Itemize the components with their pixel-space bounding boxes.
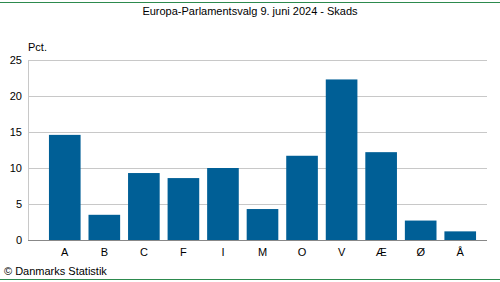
- x-axis-line: [28, 240, 487, 241]
- y-axis-line: [28, 61, 29, 241]
- y-tick: 25: [10, 54, 28, 66]
- y-tick-label: 15: [10, 126, 22, 138]
- top-rule: [0, 2, 500, 3]
- bar: [247, 209, 279, 240]
- x-tick-label: Ø: [416, 246, 425, 258]
- y-tick: 0: [16, 234, 28, 246]
- grid-line: [28, 240, 487, 241]
- y-tick-label: 0: [16, 234, 22, 246]
- x-tick: Æ: [376, 240, 387, 258]
- x-tick-label: M: [258, 246, 267, 258]
- bar: [326, 79, 358, 240]
- y-tick-label: 25: [10, 54, 22, 66]
- x-axis: ABCFIMOVÆØÅ: [28, 240, 487, 258]
- bar: [207, 168, 239, 240]
- x-tick: C: [140, 240, 148, 258]
- y-tick-label: 5: [16, 198, 22, 210]
- x-tick: Ø: [416, 240, 425, 258]
- grid: [28, 61, 487, 241]
- grid-line: [28, 132, 487, 133]
- y-axis: 0 5 10 15 20 25: [10, 54, 29, 246]
- y-label: Pct.: [28, 41, 47, 53]
- x-tick: M: [258, 240, 267, 258]
- x-tick-label: F: [180, 246, 187, 258]
- x-tick-label: B: [101, 246, 108, 258]
- bar: [365, 152, 397, 240]
- bar: [168, 178, 200, 240]
- x-tick-label: Å: [457, 246, 465, 258]
- x-tick-label: A: [61, 246, 69, 258]
- y-tick: 10: [10, 162, 28, 174]
- grid-line: [28, 60, 487, 61]
- x-tick: A: [61, 240, 69, 258]
- y-tick: 20: [10, 90, 28, 102]
- x-tick: O: [298, 240, 307, 258]
- x-tick-label: O: [298, 246, 307, 258]
- grid-line: [28, 204, 487, 205]
- bar: [128, 173, 160, 240]
- title: Europa-Parlamentsvalg 9. juni 2024 - Ska…: [142, 5, 358, 17]
- bar: [286, 156, 318, 240]
- x-tick: Å: [457, 240, 465, 258]
- bar: [444, 231, 476, 240]
- bottom-rule: [0, 279, 500, 280]
- x-tick-label: I: [221, 246, 224, 258]
- y-tick: 5: [16, 198, 28, 210]
- x-tick: V: [338, 240, 346, 258]
- grid-line: [28, 168, 487, 169]
- y-tick-label: 20: [10, 90, 22, 102]
- y-tick: 15: [10, 126, 28, 138]
- y-tick-label: 10: [10, 162, 22, 174]
- x-tick-label: Æ: [376, 246, 387, 258]
- bar: [49, 135, 81, 240]
- bars: [49, 79, 476, 240]
- x-tick-label: C: [140, 246, 148, 258]
- x-tick: B: [101, 240, 108, 258]
- x-tick: F: [180, 240, 187, 258]
- x-tick-label: V: [338, 246, 346, 258]
- bar: [89, 215, 121, 240]
- bar: [405, 221, 437, 240]
- grid-line: [28, 96, 487, 97]
- x-tick: I: [221, 240, 224, 258]
- chart: Europa-Parlamentsvalg 9. juni 2024 - Ska…: [0, 0, 500, 282]
- source: © Danmarks Statistik: [4, 265, 107, 277]
